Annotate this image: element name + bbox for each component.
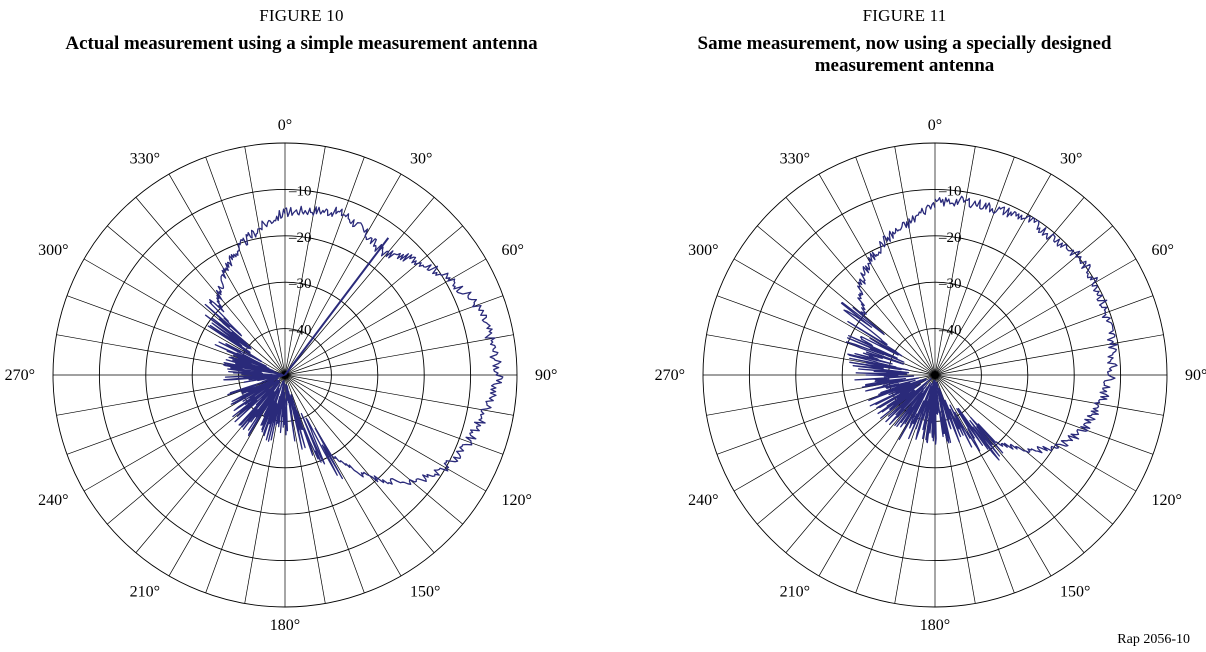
figure-title: Same measurement, now using a specially … — [697, 33, 1112, 76]
angle-tick-label: 180° — [270, 617, 300, 634]
angle-gridline — [244, 146, 286, 376]
document-reference: Rap 2056-10 — [1117, 632, 1190, 647]
angle-gridline — [934, 374, 1154, 455]
figure-number: FIGURE 10 — [259, 6, 344, 25]
angle-gridline — [284, 374, 504, 455]
angle-gridline — [284, 225, 463, 376]
angle-tick-label: 300° — [688, 242, 718, 259]
measurement-trace — [840, 195, 1119, 461]
angle-tick-label: 270° — [655, 367, 685, 384]
polar-chart: –10 –20 –30 –40 0° 30° 60° 90° 120° 150° 180° 210° 2… — [655, 117, 1206, 634]
angle-tick-label: 270° — [5, 367, 35, 384]
angle-tick-label: 30° — [410, 151, 432, 168]
angle-gridline — [934, 334, 1164, 376]
radial-tick-label: –40 — [288, 323, 312, 339]
angle-tick-label: 150° — [1060, 584, 1090, 601]
radial-tick-label: –40 — [938, 323, 962, 339]
radial-tick-label: –10 — [288, 183, 312, 199]
angle-tick-label: 210° — [130, 584, 160, 601]
angle-gridline — [934, 374, 1085, 553]
radial-tick-label: –10 — [938, 183, 962, 199]
angle-tick-label: 90° — [1185, 367, 1206, 384]
angle-gridline — [785, 374, 936, 553]
angle-gridline — [284, 374, 463, 525]
angle-gridline — [934, 258, 1137, 376]
measurement-spike — [284, 237, 390, 376]
radial-ring — [748, 188, 1122, 562]
angle-gridline — [284, 173, 402, 376]
angle-tick-label: 240° — [38, 492, 68, 509]
angle-gridline — [934, 295, 1154, 376]
angle-tick-label: 120° — [502, 492, 532, 509]
figure-10: FIGURE 10 Actual measurement using a sim… — [5, 6, 558, 634]
angle-gridline — [284, 374, 402, 577]
angle-tick-label: 30° — [1060, 151, 1082, 168]
radial-tick-label: –20 — [938, 230, 962, 246]
angle-gridline — [284, 374, 365, 594]
angle-gridline — [205, 156, 286, 376]
pole-marker — [931, 371, 939, 379]
angle-gridline — [284, 374, 514, 416]
angle-gridline — [757, 225, 936, 376]
radial-ring — [841, 281, 1029, 469]
angle-gridline — [934, 374, 1164, 416]
radial-ring — [52, 142, 518, 608]
angle-gridline — [934, 197, 1085, 376]
angle-gridline — [168, 173, 286, 376]
radial-tick-label: –30 — [288, 276, 312, 292]
angle-gridline — [934, 156, 1015, 376]
polar-chart: –10 –20 –30 –40 0° 30° 60° 90° 120° 150° 180° 210° 2… — [5, 117, 558, 634]
angle-gridline — [284, 374, 487, 492]
angle-gridline — [284, 295, 504, 376]
figure-11: FIGURE 11 Same measurement, now using a … — [603, 0, 1206, 652]
angle-tick-label: 240° — [688, 492, 718, 509]
angle-gridline — [284, 334, 514, 376]
angle-gridline — [757, 374, 936, 525]
radial-tick-label: –20 — [288, 230, 312, 246]
measurement-trace — [204, 205, 504, 485]
angle-tick-label: 330° — [780, 151, 810, 168]
angle-tick-label: 300° — [38, 242, 68, 259]
angle-gridline — [894, 146, 936, 376]
angle-gridline — [284, 374, 435, 553]
angle-gridline — [818, 173, 936, 376]
radial-ring — [702, 142, 1168, 608]
angle-tick-label: 210° — [780, 584, 810, 601]
angle-gridline — [284, 258, 487, 376]
radial-ring — [145, 235, 425, 515]
angle-gridline — [855, 156, 936, 376]
angle-gridline — [107, 225, 286, 376]
angle-gridline — [284, 197, 435, 376]
figure-number: FIGURE 11 — [862, 6, 947, 25]
angle-gridline — [934, 225, 1113, 376]
angle-gridline — [934, 374, 1052, 577]
angle-tick-label: 0° — [928, 117, 942, 134]
angle-tick-label: 330° — [130, 151, 160, 168]
figure-title: Actual measurement using a simple measur… — [65, 33, 538, 54]
angle-tick-label: 150° — [410, 584, 440, 601]
angle-tick-label: 90° — [535, 367, 557, 384]
angle-gridline — [135, 197, 286, 376]
angle-tick-label: 0° — [278, 117, 292, 134]
radial-tick-label: –30 — [938, 276, 962, 292]
angle-gridline — [934, 374, 1113, 525]
angle-gridline — [284, 146, 326, 376]
angle-gridline — [934, 146, 976, 376]
radial-ring — [191, 281, 379, 469]
angle-tick-label: 120° — [1152, 492, 1182, 509]
angle-tick-label: 60° — [502, 242, 524, 259]
angle-tick-label: 60° — [1152, 242, 1174, 259]
angle-gridline — [934, 374, 1137, 492]
radial-ring — [98, 188, 472, 562]
angle-gridline — [934, 173, 1052, 376]
angle-tick-label: 180° — [920, 617, 950, 634]
radial-ring — [795, 235, 1075, 515]
angle-gridline — [284, 156, 365, 376]
